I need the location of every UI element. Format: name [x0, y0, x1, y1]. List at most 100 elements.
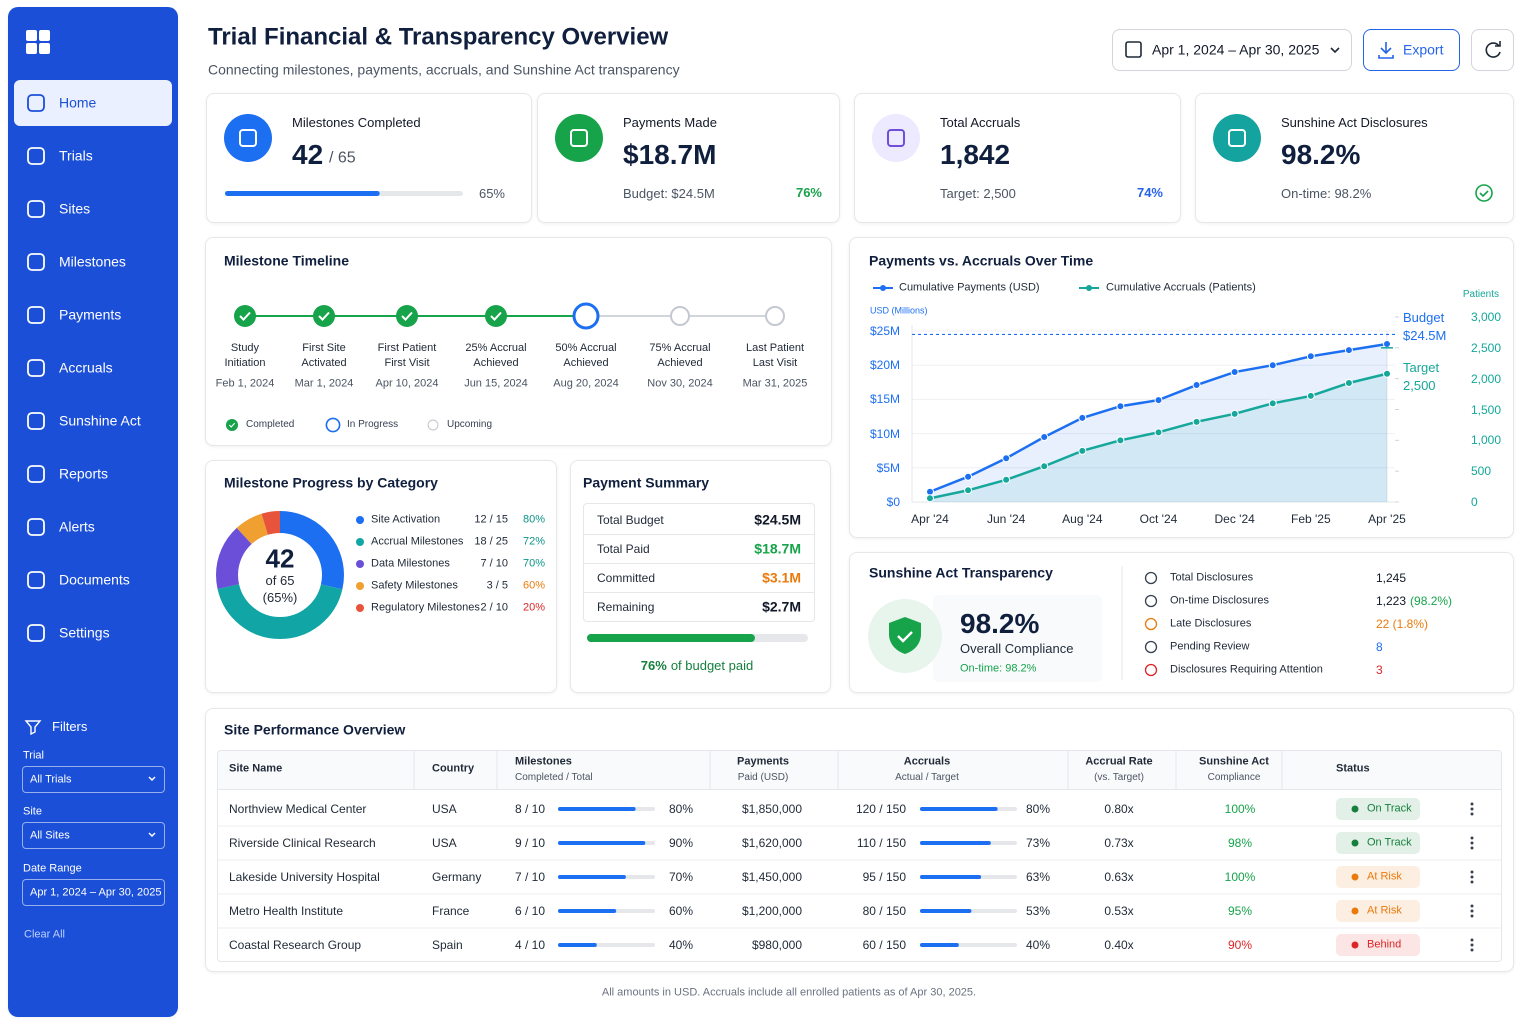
row-menu-dot[interactable] [1470, 836, 1474, 840]
milestone-pct: 80% [668, 801, 693, 816]
stat-icon [1144, 571, 1158, 585]
country: Spain [432, 937, 463, 952]
row-menu-dot[interactable] [1470, 948, 1474, 952]
row-menu-dot[interactable] [1470, 943, 1474, 947]
row-menu-dot[interactable] [1470, 909, 1474, 913]
sunshine-compliance: 90% [1227, 937, 1253, 952]
row-menu-dot[interactable] [1470, 904, 1474, 908]
nav-item[interactable]: Trials [59, 147, 93, 164]
status: At Risk [1367, 904, 1402, 917]
row-menu-dot[interactable] [1470, 841, 1474, 845]
nav-item[interactable]: Milestones [59, 253, 126, 270]
row-menu-dot[interactable] [1470, 802, 1474, 806]
kpi-icon-glyph [570, 129, 588, 147]
row-menu-dot[interactable] [1470, 846, 1474, 850]
filter-select[interactable] [22, 822, 165, 849]
row-menu-dot[interactable] [1470, 870, 1474, 874]
status: On Track [1367, 802, 1412, 815]
milestone-bar [558, 841, 646, 845]
data-point [1116, 436, 1125, 445]
nav-item[interactable]: Sites [59, 200, 91, 217]
accrual-bar [920, 943, 959, 947]
nav-item[interactable]: Accruals [59, 359, 113, 376]
column-title: Sunshine Act [1199, 755, 1269, 768]
nav-icon [27, 624, 45, 642]
chevron [148, 776, 156, 782]
nav-item[interactable]: Payments [59, 306, 122, 323]
card-title: Milestone Progress by Category [224, 474, 438, 491]
budget-paid-label: of budget paid [670, 658, 754, 674]
clear-all[interactable]: Clear All [24, 928, 65, 941]
status-dot [1351, 839, 1359, 847]
nav-item[interactable]: Alerts [59, 518, 95, 535]
nav-active-bg[interactable] [14, 80, 172, 126]
accrual-rate: 0.53x [1104, 903, 1134, 918]
progress-fill [225, 191, 380, 196]
milestones: 4 / 10 [515, 937, 546, 952]
category-pct: 20% [522, 601, 545, 614]
milestone-bar [558, 875, 626, 879]
nav-item[interactable]: Settings [59, 624, 110, 641]
timeline-step-check [318, 311, 330, 321]
data-point [1344, 378, 1353, 387]
row-menu-dot[interactable] [1470, 880, 1474, 884]
accruals: 110 / 150 [856, 835, 906, 850]
kpi-progress-label: 65% [478, 186, 505, 202]
summary-value: $3.1M [762, 569, 801, 586]
date-button[interactable] [1112, 29, 1352, 71]
timeline-step [234, 305, 256, 327]
legend-icon [427, 419, 439, 431]
stat-label: Late Disclosures [1170, 617, 1252, 630]
donut-segment [216, 511, 344, 639]
milestone-pct: 90% [668, 835, 693, 850]
refresh-button[interactable] [1471, 29, 1514, 71]
category-count: 18 / 25 [474, 535, 508, 548]
kpi-value: $18.7M [623, 139, 717, 171]
row-menu-dot[interactable] [1470, 812, 1474, 816]
page-subtitle: Connecting milestones, payments, accrual… [208, 61, 680, 78]
export-button[interactable] [1363, 29, 1460, 71]
data-point [964, 472, 973, 481]
nav-icon [27, 253, 45, 271]
data-point [926, 494, 934, 503]
accruals: 120 / 150 [855, 801, 906, 816]
filter-select[interactable] [22, 766, 165, 793]
stat-number: 1,245 [1376, 570, 1407, 585]
accruals: 80 / 150 [862, 903, 906, 918]
stat-extra: (98.2%) [1410, 593, 1453, 608]
row-menu-dot[interactable] [1470, 938, 1474, 942]
export-label[interactable]: Export [1403, 41, 1444, 58]
legend-dot [356, 538, 364, 546]
site-name: Lakeside University Hospital [229, 869, 380, 884]
nav-icon [27, 306, 45, 324]
data-point [1306, 352, 1315, 361]
nav-item[interactable]: Documents [59, 571, 130, 588]
timeline-step [670, 306, 690, 326]
accrual-rate: 0.73x [1104, 835, 1134, 850]
x-tick-label: Apr '24 [911, 511, 949, 526]
row-menu-dot[interactable] [1470, 807, 1474, 811]
nav-item[interactable]: Home [59, 94, 97, 111]
data-point [1192, 417, 1201, 426]
accrual-pct: 73% [1025, 835, 1050, 850]
nav-item[interactable]: Sunshine Act [59, 412, 141, 429]
category-count: 7 / 10 [480, 557, 508, 570]
nav-item[interactable]: Reports [59, 465, 109, 482]
country: USA [432, 835, 457, 850]
accrual-bar [920, 875, 982, 879]
kpi-icon [224, 114, 272, 162]
filter-select[interactable] [22, 879, 165, 906]
status-pill [1336, 832, 1420, 854]
x-tick-label: Dec '24 [1214, 511, 1255, 526]
milestone-pct: 40% [668, 937, 693, 952]
chevron [148, 832, 156, 838]
row-menu-dot[interactable] [1470, 875, 1474, 879]
date-range: Apr 1, 2024 – Apr 30, 2025 [1152, 41, 1320, 58]
column-title: Country [432, 762, 475, 775]
kpi-sub: Budget: $24.5M [623, 186, 715, 202]
stat-label: Total Disclosures [1170, 571, 1254, 584]
data-point [1344, 346, 1353, 355]
accruals: 95 / 150 [862, 869, 906, 884]
row-menu-dot[interactable] [1470, 914, 1474, 918]
kpi-sub: Target: 2,500 [940, 186, 1016, 202]
